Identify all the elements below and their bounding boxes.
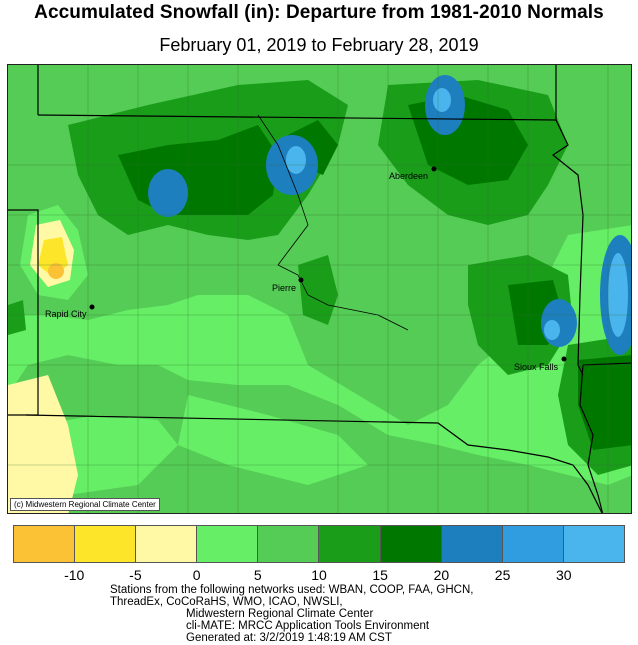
svg-text:Pierre: Pierre [272, 283, 296, 293]
legend-swatch [562, 525, 625, 563]
map-subtitle: February 01, 2019 to February 28, 2019 [159, 35, 479, 55]
credit-label: (c) Midwestern Regional Climate Center [10, 498, 160, 511]
footer-line: Midwestern Regional Climate Center [186, 608, 374, 620]
legend-swatch [440, 525, 503, 563]
legend-tick-label: 10 [311, 567, 327, 583]
city-aberdeen: Aberdeen [389, 166, 437, 181]
svg-text:Rapid City: Rapid City [45, 309, 87, 319]
map-title: Accumulated Snowfall (in): Departure fro… [34, 2, 604, 23]
legend-swatch [257, 525, 320, 563]
svg-text:Sioux Falls: Sioux Falls [514, 362, 559, 372]
footer-line: cli-MATE: MRCC Application Tools Environ… [186, 620, 430, 632]
legend-swatch [74, 525, 137, 563]
legend-tick-label: 15 [372, 567, 388, 583]
legend-swatch [318, 525, 381, 563]
legend-ticks: -10 -5 0 5 10 15 20 25 30 [13, 567, 625, 585]
legend-tick-label: 20 [433, 567, 450, 583]
color-legend [13, 525, 625, 563]
legend-swatch [196, 525, 259, 563]
footer-line: Generated at: 3/2/2019 1:48:19 AM CST [186, 632, 392, 644]
footer-line: ThreadEx, CoCoRaHS, WMO, ICAO, NWSLI, [110, 596, 343, 608]
legend-tick-label: 30 [556, 567, 572, 583]
footer-notes: Stations from the following networks use… [110, 584, 630, 644]
legend-swatch [379, 525, 442, 563]
legend-tick-label: 5 [253, 567, 262, 583]
legend-swatch [13, 525, 76, 563]
legend-tick-label: -10 [64, 567, 85, 583]
legend-tick-label: 25 [494, 567, 511, 583]
map-canvas: Aberdeen Pierre Rapid City Sioux Falls [8, 65, 631, 513]
city-sioux-falls: Sioux Falls [514, 356, 567, 372]
legend-swatch [135, 525, 198, 563]
legend-tick-label: -5 [129, 567, 142, 583]
legend-tick-label: 0 [192, 567, 201, 583]
legend-swatch [501, 525, 564, 563]
footer-line: Stations from the following networks use… [110, 584, 474, 596]
snowfall-departure-map: Aberdeen Pierre Rapid City Sioux Falls (… [7, 64, 632, 514]
svg-text:Aberdeen: Aberdeen [389, 171, 428, 181]
city-pierre: Pierre [272, 277, 304, 293]
city-rapid-city: Rapid City [45, 304, 95, 319]
